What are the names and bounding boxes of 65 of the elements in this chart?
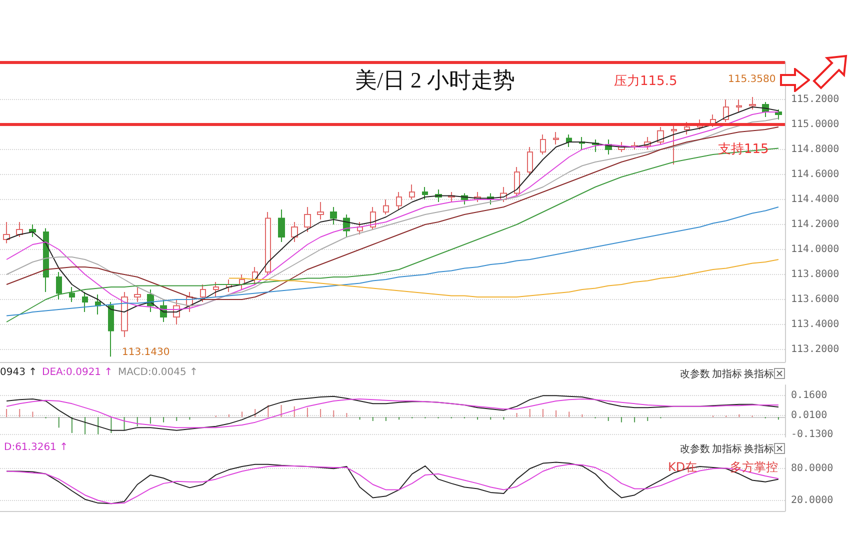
- candlestick: [278, 209, 285, 242]
- candlestick: [200, 284, 206, 302]
- line-series: [228, 259, 779, 298]
- candlestick: [540, 134, 546, 155]
- chart-title: 美/日 2 小时走势: [354, 68, 516, 92]
- text: 加指标: [712, 442, 742, 456]
- text: 换指标: [744, 368, 774, 381]
- line-series: [6, 206, 779, 316]
- candlestick: [566, 134, 572, 148]
- candlestick: [657, 126, 664, 145]
- candlestick: [409, 184, 415, 200]
- y-tick-label: 114.0000: [791, 244, 840, 255]
- candlestick: [134, 286, 141, 302]
- candlestick: [514, 166, 520, 196]
- y-tick-label: 113.6000: [791, 294, 840, 305]
- text: DEA:0.0921 ↑: [42, 367, 113, 378]
- candlestick: [121, 292, 128, 338]
- candlestick: [3, 222, 10, 244]
- annotation: 115.3580: [728, 74, 776, 85]
- candlestick: [422, 186, 428, 200]
- y-tick-label: 20.0000: [791, 494, 834, 506]
- text: D:61.3261 ↑: [4, 442, 68, 453]
- candlestick: [82, 292, 88, 312]
- candlestick: [265, 212, 271, 275]
- text: 改参数: [680, 368, 710, 381]
- text: 改参数: [680, 442, 710, 456]
- text: 加指标: [712, 368, 742, 381]
- y-tick-label: 80.0000: [791, 463, 834, 474]
- y-tick-label: 113.8000: [791, 269, 840, 280]
- candlestick: [317, 202, 324, 220]
- candlestick: [671, 124, 677, 165]
- y-tick-label: 114.8000: [791, 144, 840, 155]
- candlestick: [736, 99, 742, 112]
- y-tick-label: 114.4000: [791, 194, 840, 205]
- candlestick: [213, 282, 219, 298]
- candlestick: [527, 146, 533, 175]
- y-tick-label: 113.2000: [791, 344, 840, 355]
- annotation: 113.1430: [122, 347, 170, 358]
- y-tick-label: 115.0000: [791, 119, 840, 130]
- text: 0943 ↑: [0, 367, 38, 378]
- y-tick-label: 113.4000: [791, 319, 840, 330]
- y-tick-label: 114.2000: [791, 219, 840, 230]
- text: 换指标: [744, 442, 774, 456]
- candlestick: [723, 99, 729, 122]
- y-tick-label: 114.6000: [791, 169, 840, 180]
- candlestick: [29, 224, 36, 238]
- y-tick-label: 0.0100: [791, 410, 828, 422]
- candlestick: [684, 122, 690, 135]
- candlestick: [357, 222, 363, 235]
- candlestick: [749, 96, 756, 110]
- candlestick: [108, 302, 114, 358]
- y-tick-label: -0.1300: [791, 428, 834, 440]
- y-tick-label: 115.2000: [791, 94, 840, 105]
- text: MACD:0.0045 ↑: [118, 367, 198, 378]
- candlestick: [553, 132, 559, 145]
- candlestick: [304, 206, 311, 232]
- ref-line-label: 压力115.5: [614, 73, 678, 90]
- candlestick: [396, 192, 402, 210]
- candlestick: [330, 206, 337, 225]
- candlestick: [383, 199, 389, 215]
- candlestick: [16, 222, 23, 238]
- y-tick-label: 0.1600: [791, 390, 828, 402]
- candlestick: [291, 222, 298, 242]
- candlestick: [69, 286, 75, 302]
- candlestick: [56, 272, 62, 300]
